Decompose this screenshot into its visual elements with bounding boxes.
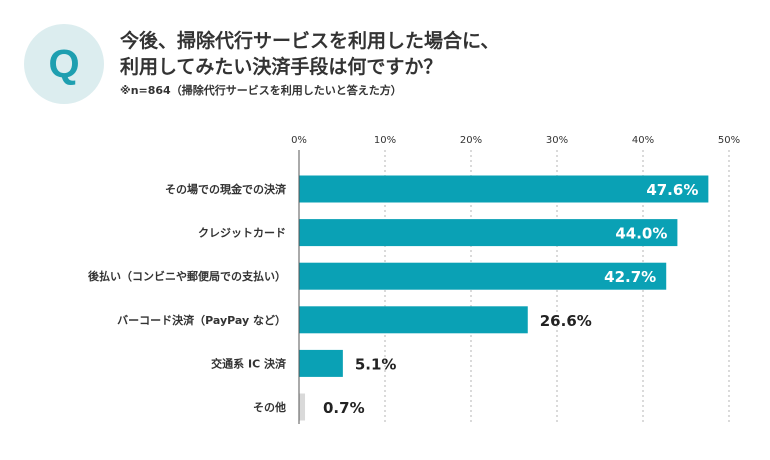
category-label: 交通系 IC 決済 <box>211 356 287 370</box>
category-label: 後払い（コンビニや郵便局での支払い） <box>88 269 286 283</box>
x-tick-label: 30% <box>546 135 568 146</box>
sample-note: ※n=864（掃除代行サービスを利用したいと答えた方） <box>120 84 402 97</box>
chart-title: 今後、掃除代行サービスを利用した場合に、 利用してみたい決済手段は何ですか？ <box>120 28 740 80</box>
value-label: 47.6% <box>646 181 698 199</box>
question-badge: Q <box>24 24 104 104</box>
category-label: その他 <box>253 400 286 414</box>
x-tick-label: 50% <box>718 135 740 146</box>
x-tick-label: 20% <box>460 135 482 146</box>
x-tick-label: 10% <box>374 135 396 146</box>
x-tick-label: 40% <box>632 135 654 146</box>
value-label: 0.7% <box>323 399 365 417</box>
bar <box>299 306 528 334</box>
category-label: その場での現金での決済 <box>165 182 287 196</box>
bar <box>299 393 306 421</box>
value-label: 26.6% <box>540 312 592 330</box>
chart-title-line-2: 利用してみたい決済手段は何ですか？ <box>120 56 443 78</box>
value-labels: 47.6% 44.0% 42.7% 26.6% 5.1% 0.7% <box>323 181 698 417</box>
value-label: 44.0% <box>615 225 667 243</box>
bar <box>299 349 343 377</box>
bar <box>299 219 678 247</box>
category-label: クレジットカード <box>198 227 286 240</box>
category-label: バーコード決済（PayPay など） <box>117 313 286 327</box>
chart-title-line-1: 今後、掃除代行サービスを利用した場合に、 <box>120 30 500 52</box>
bar <box>299 175 709 203</box>
question-badge-letter: Q <box>48 42 80 86</box>
bars <box>299 175 709 421</box>
x-axis-ticks: 0% 10% 20% 30% 40% 50% <box>291 135 740 146</box>
x-tick-label: 0% <box>291 135 307 146</box>
value-label: 42.7% <box>604 268 656 286</box>
bar <box>299 262 667 290</box>
value-label: 5.1% <box>355 355 397 373</box>
